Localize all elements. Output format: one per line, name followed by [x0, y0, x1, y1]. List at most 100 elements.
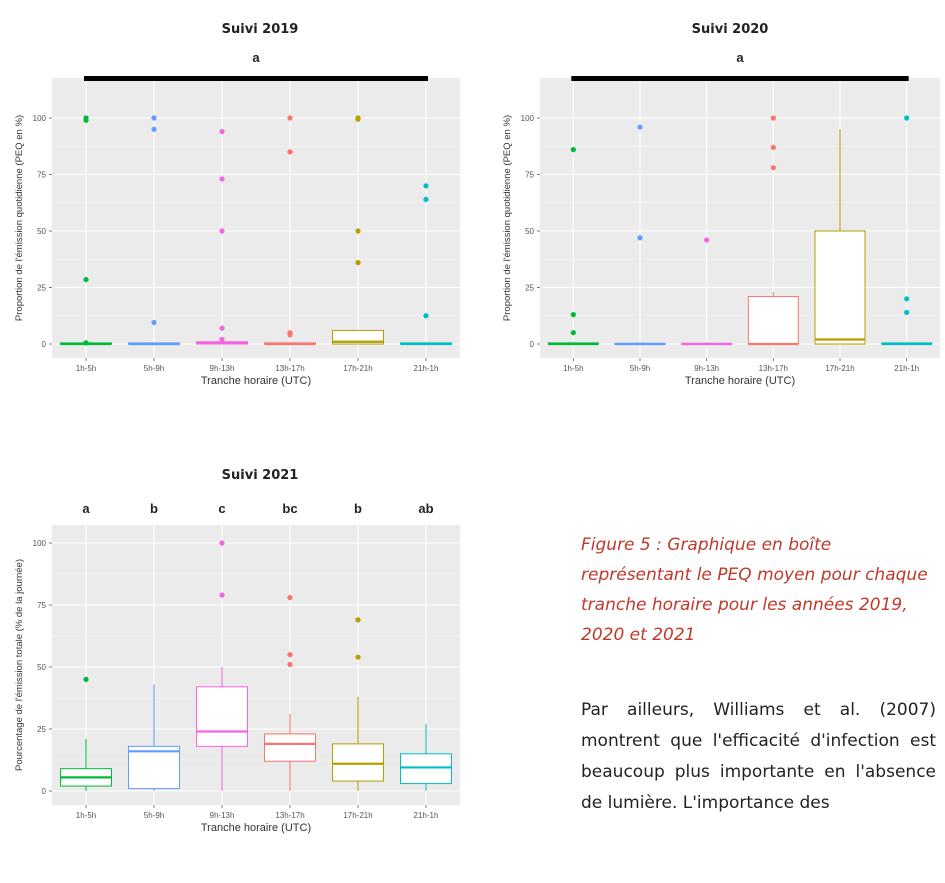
- plot-panel: [540, 78, 940, 358]
- y-tick-label: 0: [42, 340, 47, 349]
- boxplot-2019: 0 25 50 75 100 Proportion de l'émission quoti…: [14, 50, 460, 387]
- figure-caption: Figure 5 : Graphique en boîte représenta…: [581, 535, 928, 645]
- significance-letter: c: [218, 501, 225, 516]
- outlier-point: [904, 309, 910, 315]
- y-tick-label: 50: [37, 663, 46, 672]
- outlier-point: [423, 313, 429, 319]
- outlier-point: [287, 661, 293, 668]
- y-tick-label: 75: [37, 171, 46, 180]
- x-tick-label: 5h-9h: [144, 811, 164, 820]
- x-axis-label: Tranche horaire (UTC): [201, 822, 311, 834]
- x-tick-label: 13h-17h: [275, 364, 304, 373]
- box: [264, 733, 316, 762]
- outlier-point: [355, 116, 361, 122]
- x-tick-label: 1h-5h: [563, 364, 583, 373]
- outlier-point: [219, 336, 225, 343]
- significance-letter: a: [82, 501, 90, 516]
- x-tick-label: 13h-17h: [759, 364, 788, 373]
- outlier-point: [151, 319, 157, 326]
- box: [196, 686, 248, 747]
- outlier-point: [287, 652, 293, 658]
- x-tick-label: 9h-13h: [210, 811, 235, 820]
- y-tick-label: 0: [530, 340, 535, 349]
- y-tick-label: 100: [33, 114, 47, 123]
- outlier-point: [770, 144, 776, 150]
- outlier-point: [637, 124, 643, 130]
- box: [400, 753, 452, 785]
- y-tick-label: 50: [525, 227, 534, 236]
- boxplot-2021: 0 25 50 75 100 Pourcentage de l'émission tota…: [14, 501, 460, 834]
- outlier-point: [219, 228, 225, 234]
- y-tick-label: 25: [37, 284, 46, 293]
- x-tick-label: 13h-17h: [275, 811, 304, 820]
- outlier-point: [219, 176, 225, 182]
- x-tick-label: 17h-21h: [825, 364, 854, 373]
- outlier-point: [570, 312, 576, 318]
- outlier-point: [151, 126, 157, 132]
- outlier-point: [287, 332, 293, 338]
- y-tick-label: 0: [42, 787, 47, 796]
- outlier-point: [637, 235, 643, 241]
- x-tick-label: 17h-21h: [343, 811, 372, 820]
- x-tick-label: 5h-9h: [144, 364, 164, 373]
- significance-letter: ab: [418, 501, 433, 516]
- outlier-point: [355, 228, 361, 234]
- outlier-point: [151, 115, 157, 121]
- outlier-point: [704, 237, 710, 243]
- significance-letter: b: [150, 501, 158, 516]
- outlier-point: [770, 165, 776, 171]
- outlier-point: [83, 117, 89, 123]
- x-tick-label: 21h-1h: [414, 811, 439, 820]
- y-tick-label: 75: [525, 171, 534, 180]
- y-tick-label: 50: [37, 227, 46, 236]
- outlier-point: [770, 115, 776, 121]
- x-tick-label: 21h-1h: [414, 364, 439, 373]
- x-tick-label: 9h-13h: [694, 364, 719, 373]
- outlier-point: [287, 115, 293, 121]
- significance-letter: a: [736, 50, 744, 65]
- outlier-point: [355, 617, 361, 623]
- y-axis-label: Pourcentage de l'émission totale (% de l…: [14, 559, 25, 771]
- outlier-point: [219, 128, 225, 135]
- y-tick-label: 25: [37, 725, 46, 734]
- plot-panel: [52, 78, 460, 358]
- box: [814, 230, 866, 345]
- outlier-point: [287, 149, 293, 155]
- x-tick-label: 17h-21h: [343, 364, 372, 373]
- y-tick-label: 100: [521, 114, 535, 123]
- significance-letter: a: [252, 50, 260, 65]
- box: [332, 329, 384, 345]
- chart-title-2021: Suivi 2021: [221, 468, 299, 483]
- y-axis-label: Proportion de l'émission quotidienne (PE…: [14, 115, 25, 321]
- box: [128, 745, 180, 790]
- outlier-point: [423, 183, 429, 189]
- outlier-point: [355, 654, 361, 660]
- plot-panel: [52, 525, 460, 805]
- outlier-point: [219, 540, 225, 546]
- boxplot-2020: 0 25 50 75 100 Proportion de l'émission quoti…: [502, 50, 940, 387]
- outlier-point: [219, 325, 225, 331]
- outlier-point: [83, 276, 89, 283]
- x-axis-label: Tranche horaire (UTC): [685, 375, 795, 387]
- outlier-point: [570, 147, 576, 153]
- x-tick-label: 1h-5h: [76, 364, 96, 373]
- x-tick-label: 21h-1h: [894, 364, 919, 373]
- x-tick-label: 9h-13h: [210, 364, 235, 373]
- y-tick-label: 100: [33, 539, 47, 548]
- significance-letter: b: [354, 501, 362, 516]
- chart-title-2019: Suivi 2019: [221, 22, 299, 37]
- chart-title-2020: Suivi 2020: [691, 22, 769, 37]
- outlier-point: [904, 296, 910, 302]
- box: [747, 296, 799, 345]
- box: [332, 743, 384, 782]
- outlier-point: [904, 115, 910, 121]
- outlier-point: [355, 260, 361, 266]
- y-tick-label: 25: [525, 284, 534, 293]
- x-tick-label: 5h-9h: [630, 364, 650, 373]
- outlier-point: [83, 340, 89, 346]
- outlier-point: [219, 592, 225, 598]
- y-axis-label: Proportion de l'émission quotidienne (PE…: [502, 115, 513, 321]
- outlier-point: [423, 196, 429, 202]
- outlier-point: [570, 330, 576, 336]
- x-tick-label: 1h-5h: [76, 811, 96, 820]
